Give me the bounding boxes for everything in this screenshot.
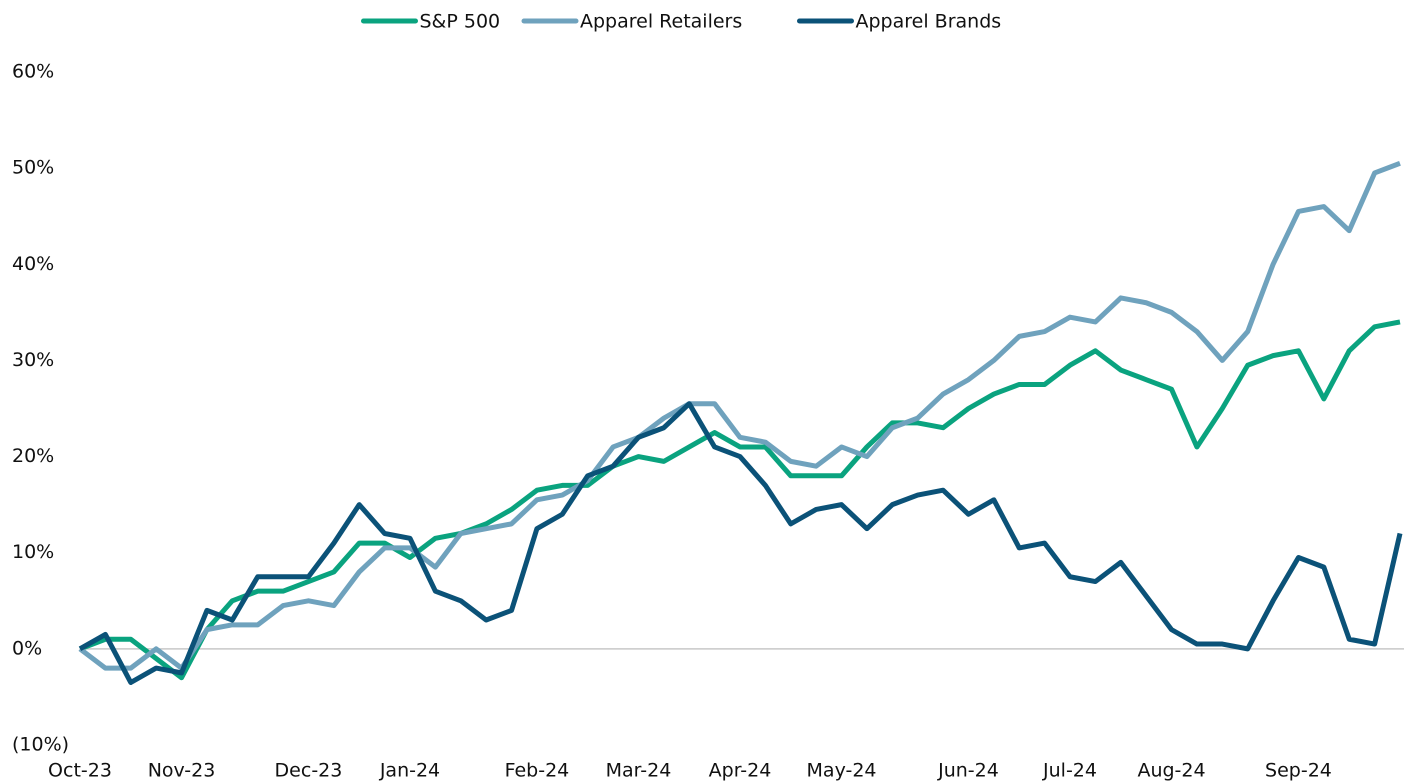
x-tick-label: Oct-23 <box>48 760 112 782</box>
x-tick-label: Aug-24 <box>1137 760 1205 782</box>
x-tick-label: Dec-23 <box>275 760 343 782</box>
y-tick-label: (10%) <box>12 734 69 756</box>
series-line <box>78 160 1401 671</box>
y-tick-label: 20% <box>12 445 54 467</box>
series-line <box>79 319 1401 681</box>
x-tick-label: Feb-24 <box>505 760 570 782</box>
y-tick-label: 60% <box>12 61 54 83</box>
legend-label: S&P 500 <box>420 11 501 33</box>
x-tick-label: Jul-24 <box>1042 760 1097 782</box>
x-tick-label: Mar-24 <box>606 760 672 782</box>
y-tick-label: 10% <box>12 541 54 563</box>
y-tick-label: 50% <box>12 157 54 179</box>
legend-label: Apparel Brands <box>856 11 1002 33</box>
y-tick-label: 30% <box>12 349 54 371</box>
x-tick-label: Apr-24 <box>709 760 772 782</box>
x-tick-label: May-24 <box>807 760 877 782</box>
x-tick-label: Sep-24 <box>1265 760 1332 782</box>
x-tick-label: Jan-24 <box>379 760 440 782</box>
y-tick-label: 0% <box>12 637 42 659</box>
x-tick-label: Nov-23 <box>148 760 216 782</box>
x-tick-label: Jun-24 <box>937 760 999 782</box>
series-line <box>78 401 1403 686</box>
legend-label: Apparel Retailers <box>580 11 742 33</box>
y-tick-label: 40% <box>12 253 54 275</box>
